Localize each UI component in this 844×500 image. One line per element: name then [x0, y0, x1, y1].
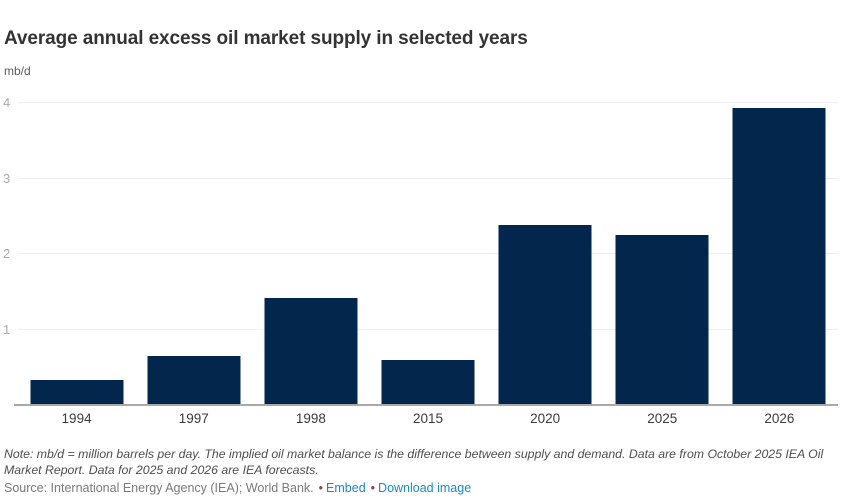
- y-axis-tick: 3: [3, 170, 11, 186]
- bar-series: [18, 103, 838, 405]
- bar-band: [252, 103, 369, 405]
- x-axis-line: [14, 404, 838, 406]
- bar-band: [721, 103, 838, 405]
- gridline: [18, 328, 838, 330]
- gridline: [18, 177, 838, 179]
- bar-2015[interactable]: [381, 359, 475, 405]
- bar-1997[interactable]: [147, 355, 241, 405]
- y-axis-tick: 1: [3, 321, 11, 337]
- y-axis-tick: 4: [3, 95, 11, 110]
- chart-title: Average annual excess oil market supply …: [4, 28, 528, 49]
- bar-band: [604, 103, 721, 405]
- gridline: [18, 102, 838, 103]
- embed-link[interactable]: Embed: [326, 481, 366, 495]
- x-axis-tick: 2020: [530, 411, 561, 426]
- bar-band: [487, 103, 604, 405]
- bar-2020[interactable]: [498, 225, 592, 405]
- y-axis-tick: 2: [3, 246, 11, 261]
- x-axis-tick: 2015: [412, 411, 444, 426]
- x-axis-tick: 1997: [178, 411, 209, 426]
- gridline: [18, 253, 838, 254]
- bar-2025[interactable]: [615, 235, 709, 405]
- bar-band: [18, 103, 135, 405]
- x-axis-tick: 2026: [764, 411, 795, 426]
- separator-bullet: •: [318, 481, 324, 495]
- x-axis-tick: 1998: [295, 411, 326, 426]
- bar-1998[interactable]: [264, 297, 358, 405]
- bar-band: [369, 103, 486, 405]
- x-axis-tick: 1994: [61, 411, 92, 426]
- y-axis-unit-label: mb/d: [4, 64, 31, 78]
- bar-1994[interactable]: [30, 380, 124, 405]
- source-line: Source: International Energy Agency (IEA…: [4, 481, 842, 495]
- chart-note: Note: mb/d = million barrels per day. Th…: [4, 447, 824, 477]
- x-axis-tick: 2025: [647, 411, 678, 426]
- bar-2026[interactable]: [732, 108, 826, 405]
- source-text: Source: International Energy Agency (IEA…: [4, 481, 314, 495]
- plot-area: [18, 102, 838, 405]
- y-axis-tick-labels: 1 2 3 4: [3, 96, 16, 405]
- bar-band: [135, 103, 252, 405]
- x-axis-tick-labels: 1994 1997 1998 2015 2020 2025 2026: [18, 411, 838, 426]
- download-image-link[interactable]: Download image: [378, 481, 472, 495]
- separator-bullet: •: [370, 481, 376, 495]
